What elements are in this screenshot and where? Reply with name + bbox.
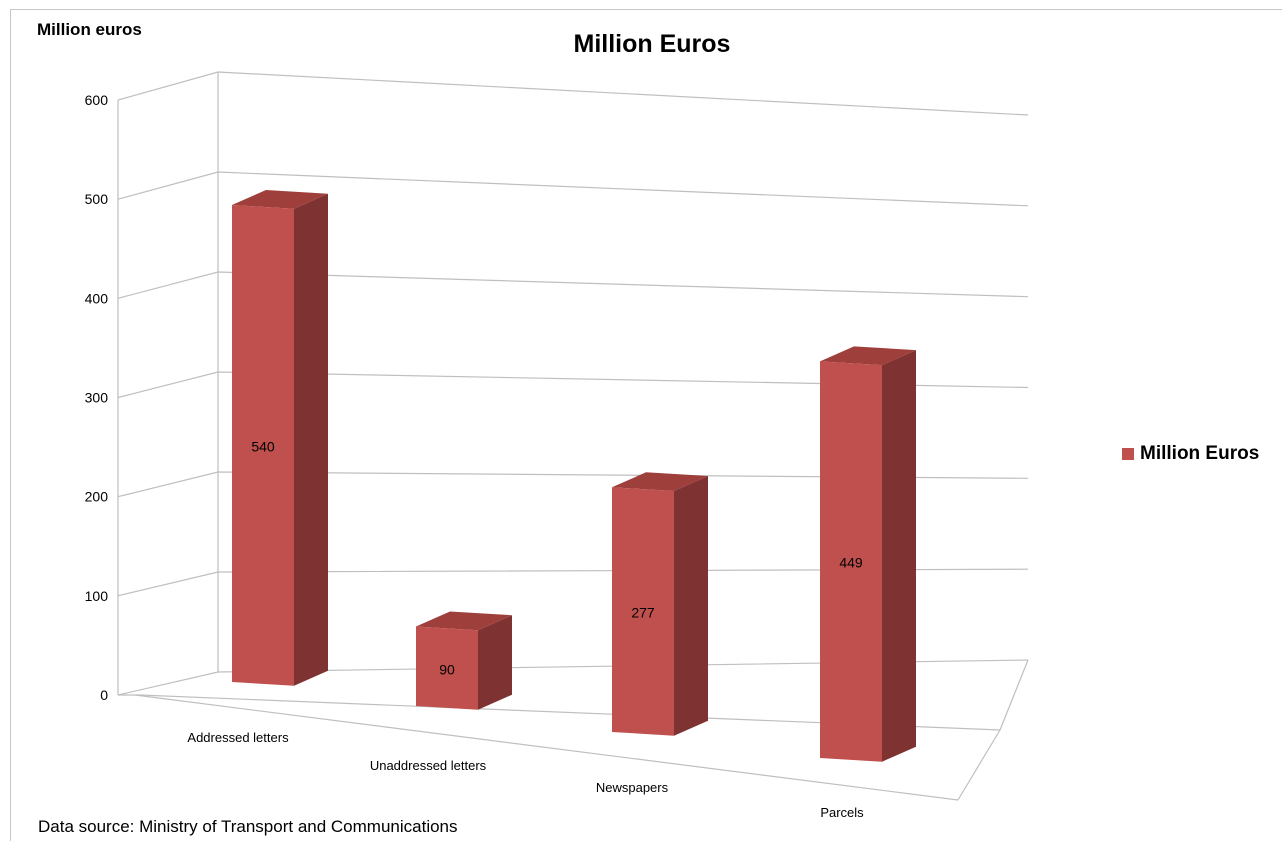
x-tick-label: Unaddressed letters <box>370 758 487 773</box>
y-tick-label: 400 <box>85 290 109 306</box>
y-tick-label: 100 <box>85 588 109 604</box>
labels: 0 100 200 300 400 500 600 540 Addressed letters 9… <box>85 92 865 820</box>
chart-frame-top <box>10 9 1282 10</box>
bar-front <box>820 361 882 762</box>
x-tick-label: Parcels <box>820 805 864 820</box>
floor-front-edge <box>957 729 1001 801</box>
legend-label: Million Euros <box>1140 443 1260 464</box>
bar-front <box>612 487 674 736</box>
bar-top <box>232 190 328 209</box>
y-axis-label: Million euros <box>37 20 142 39</box>
data-source-note: Data source: Ministry of Transport and C… <box>38 817 458 836</box>
chart-title: Million Euros <box>573 30 731 58</box>
y-tick-label: 300 <box>85 390 109 406</box>
y-tick-label: 200 <box>85 489 109 505</box>
bar-top <box>416 611 512 631</box>
y-tick-label: 0 <box>100 687 108 703</box>
y-tick-label: 600 <box>85 92 109 108</box>
x-tick-label: Newspapers <box>596 780 669 795</box>
bar-side <box>294 193 328 686</box>
bar-side <box>478 615 512 710</box>
axes <box>117 72 1029 801</box>
gridline <box>117 71 1029 116</box>
legend: Million Euros <box>1122 443 1259 465</box>
bars <box>232 190 916 762</box>
data-label: 90 <box>439 661 455 677</box>
chart-frame-left <box>10 9 11 841</box>
data-label: 540 <box>251 439 275 455</box>
bar-front <box>416 626 478 710</box>
data-label: 277 <box>631 605 655 621</box>
x-axis-line <box>134 694 959 801</box>
legend-swatch <box>1122 448 1134 460</box>
data-label: 449 <box>839 555 863 571</box>
bar-top <box>612 472 708 491</box>
bar-side <box>674 476 708 736</box>
floor-outline <box>118 659 1029 731</box>
bar-front <box>232 205 294 686</box>
bar-side <box>882 350 916 762</box>
bar-top <box>820 346 916 366</box>
x-tick-label: Addressed letters <box>187 730 289 745</box>
y-tick-label: 500 <box>85 191 109 207</box>
